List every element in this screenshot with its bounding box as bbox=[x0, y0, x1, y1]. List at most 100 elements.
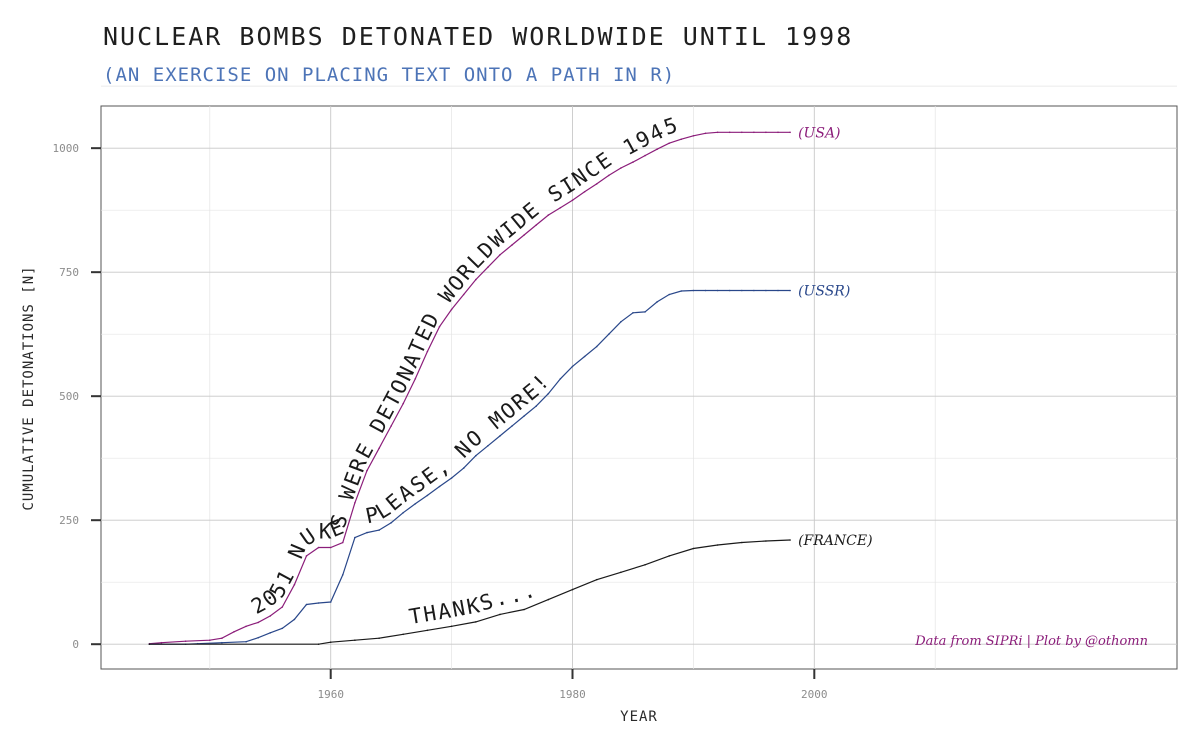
data-point bbox=[281, 627, 284, 630]
data-point bbox=[777, 289, 779, 292]
data-point bbox=[499, 254, 501, 256]
data-point bbox=[366, 469, 368, 472]
data-point bbox=[317, 643, 320, 645]
data-point bbox=[281, 606, 284, 608]
data-point bbox=[438, 485, 441, 488]
data-point bbox=[644, 154, 646, 157]
series-line bbox=[149, 131, 791, 645]
data-point bbox=[620, 321, 622, 323]
data-point bbox=[402, 511, 405, 514]
data-point bbox=[728, 131, 731, 134]
data-point bbox=[221, 641, 223, 644]
y-tick-label: 500 bbox=[59, 390, 79, 403]
series-end-label: (FRANCE) bbox=[798, 533, 872, 549]
data-point bbox=[620, 167, 622, 169]
data-point bbox=[390, 425, 393, 427]
data-point bbox=[716, 544, 719, 546]
data-point bbox=[692, 547, 695, 550]
data-point bbox=[184, 640, 187, 642]
data-point bbox=[257, 636, 260, 639]
data-point bbox=[547, 214, 550, 216]
data-point bbox=[160, 641, 163, 644]
data-point bbox=[293, 618, 296, 621]
data-point bbox=[547, 392, 550, 395]
data-point bbox=[656, 301, 658, 303]
data-point bbox=[414, 503, 417, 505]
data-point bbox=[233, 631, 235, 633]
data-point bbox=[450, 477, 453, 479]
y-tick-label: 1000 bbox=[53, 142, 80, 155]
data-point bbox=[741, 289, 743, 292]
data-point bbox=[765, 131, 767, 134]
data-point bbox=[571, 588, 574, 591]
data-point bbox=[462, 467, 465, 469]
data-point bbox=[777, 131, 779, 134]
data-point bbox=[366, 531, 368, 534]
data-point bbox=[571, 199, 574, 201]
data-point bbox=[499, 613, 501, 616]
data-point bbox=[668, 555, 670, 557]
data-point bbox=[487, 266, 489, 269]
data-point bbox=[426, 629, 429, 632]
data-point bbox=[329, 546, 332, 549]
data-point bbox=[317, 546, 320, 549]
x-axis-label: YEAR bbox=[620, 709, 658, 725]
data-point bbox=[269, 615, 272, 617]
data-point bbox=[789, 131, 791, 134]
data-point bbox=[354, 536, 356, 539]
data-point bbox=[716, 289, 719, 292]
data-point bbox=[245, 625, 247, 628]
data-point bbox=[620, 571, 622, 574]
data-point bbox=[789, 289, 791, 292]
data-point bbox=[354, 502, 356, 504]
data-point bbox=[511, 425, 513, 427]
data-point bbox=[680, 138, 683, 140]
plot-panel bbox=[100, 105, 1178, 670]
data-point bbox=[644, 564, 646, 566]
data-point bbox=[317, 602, 320, 604]
y-tick-label: 750 bbox=[59, 266, 79, 279]
data-point bbox=[209, 639, 211, 641]
data-point bbox=[269, 632, 272, 634]
data-point bbox=[583, 191, 586, 193]
data-point bbox=[535, 405, 537, 407]
y-tick-label: 250 bbox=[59, 514, 79, 527]
data-point bbox=[704, 289, 707, 292]
data-point bbox=[535, 224, 537, 226]
chart-title: NUCLEAR BOMBS DETONATED WORLDWIDE UNTIL … bbox=[103, 22, 853, 51]
data-point bbox=[390, 521, 393, 524]
data-point bbox=[595, 183, 598, 185]
data-point bbox=[487, 445, 489, 447]
data-point bbox=[632, 312, 634, 314]
data-point bbox=[583, 355, 586, 358]
chart-caption: Data from SIPRi | Plot by @othomn bbox=[914, 634, 1148, 649]
series-end-label: (USSR) bbox=[798, 284, 850, 300]
data-point bbox=[656, 148, 658, 150]
data-point bbox=[148, 643, 151, 645]
series-layer bbox=[148, 131, 791, 645]
data-point bbox=[716, 131, 719, 134]
data-point bbox=[704, 132, 707, 135]
data-point bbox=[765, 540, 767, 542]
data-point bbox=[342, 574, 344, 576]
data-point bbox=[789, 539, 791, 541]
data-point bbox=[499, 435, 501, 437]
data-point bbox=[728, 289, 731, 292]
data-point bbox=[753, 289, 755, 292]
axes: 0 250 500 750 1000 1960 1980 2000 bbox=[53, 142, 828, 701]
data-point bbox=[741, 541, 743, 544]
data-point bbox=[426, 494, 429, 497]
data-point bbox=[680, 290, 683, 292]
data-point bbox=[692, 135, 695, 137]
data-point bbox=[305, 603, 308, 606]
x-tick-label: 2000 bbox=[801, 688, 828, 701]
y-tick-label: 0 bbox=[72, 638, 79, 651]
grid-lines bbox=[101, 85, 1177, 669]
data-point bbox=[426, 350, 429, 353]
data-point bbox=[608, 333, 610, 336]
x-tick-label: 1980 bbox=[559, 688, 586, 701]
data-point bbox=[475, 278, 477, 281]
data-point bbox=[741, 131, 743, 134]
data-point bbox=[402, 402, 405, 405]
data-point bbox=[559, 206, 562, 209]
